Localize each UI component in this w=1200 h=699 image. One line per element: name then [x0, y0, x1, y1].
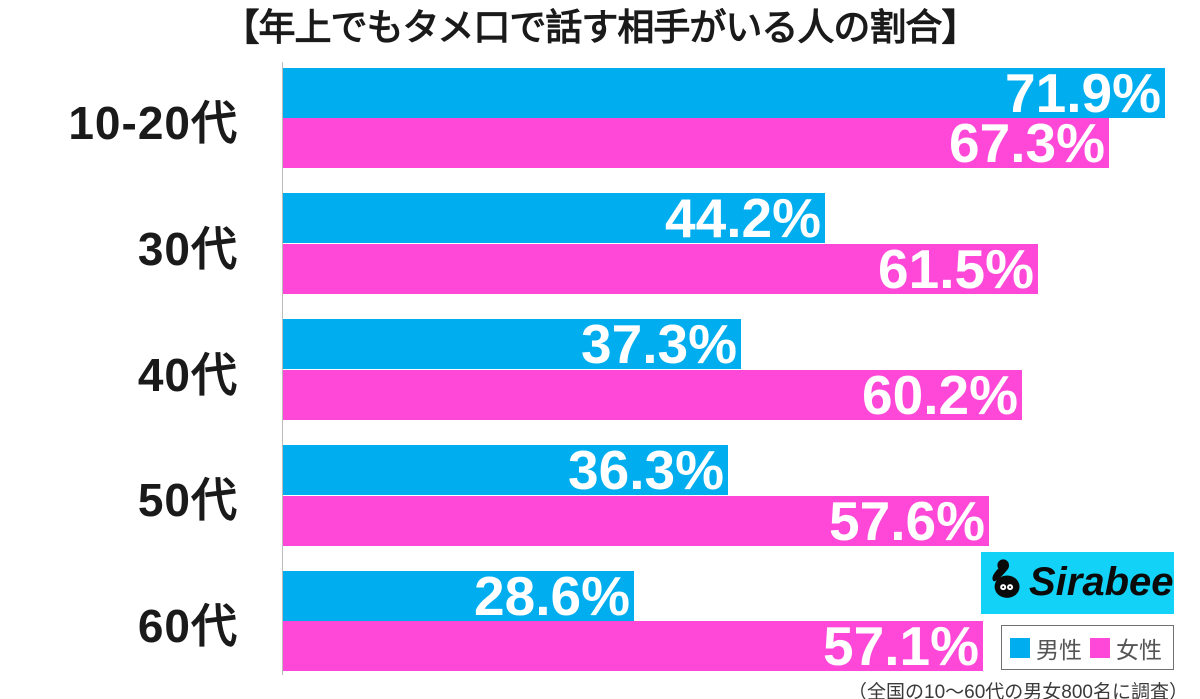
- svg-text:Sirabee: Sirabee: [1029, 560, 1174, 604]
